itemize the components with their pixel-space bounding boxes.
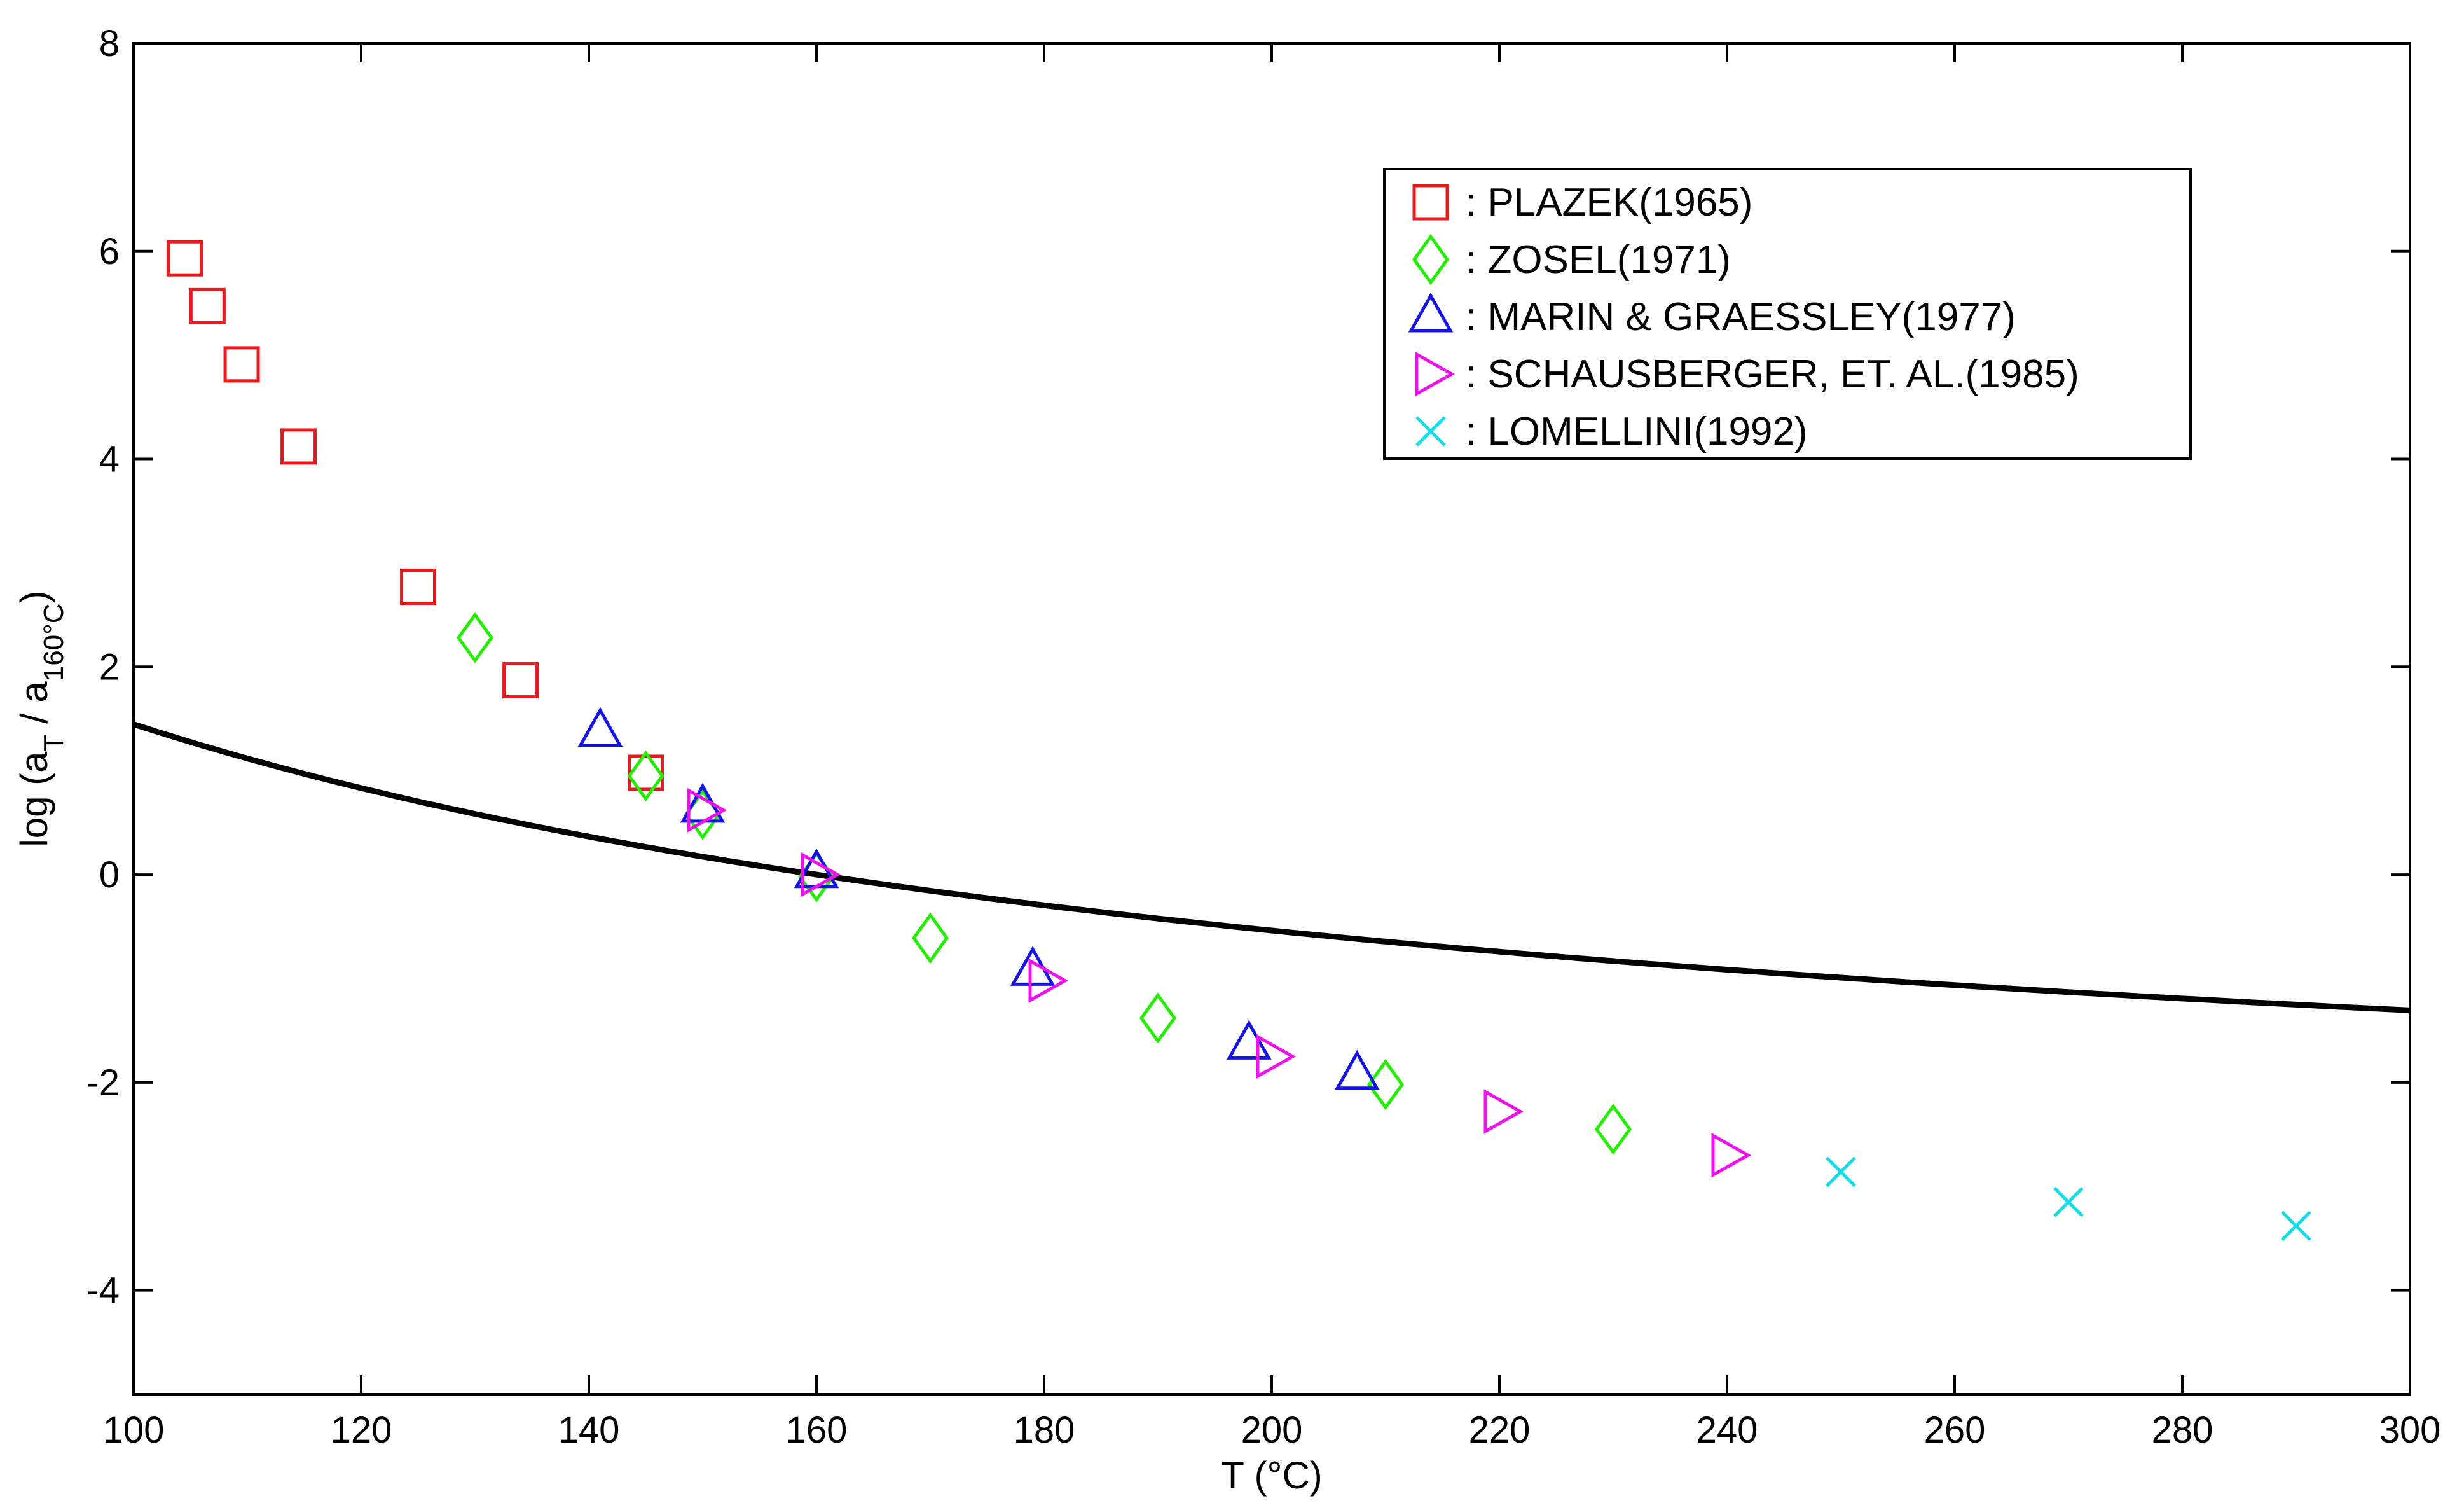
legend-symbol-diamond bbox=[1412, 233, 1450, 286]
x-tick-label: 280 bbox=[2152, 1410, 2213, 1451]
data-point-triangle-right bbox=[687, 787, 727, 833]
legend-symbol-triangle-up bbox=[1408, 292, 1454, 333]
data-point-square bbox=[502, 662, 539, 699]
x-tick-label: 140 bbox=[558, 1410, 620, 1451]
data-point-square bbox=[280, 428, 317, 465]
data-point-diamond bbox=[1139, 992, 1177, 1044]
legend-label: : PLAZEK(1965) bbox=[1466, 181, 1752, 225]
x-tick-labels: 100 120 140 160 180 200 220 240 260 280 300 bbox=[103, 1410, 2441, 1451]
legend-labels: : PLAZEK(1965) : ZOSEL(1971) : MARIN & GRA… bbox=[1466, 181, 2079, 454]
data-point-diamond bbox=[1366, 1058, 1405, 1111]
data-point-diamond bbox=[911, 912, 949, 964]
data-point-triangle-right bbox=[801, 852, 841, 897]
data-point-x bbox=[2281, 1210, 2311, 1242]
axis-ticks bbox=[132, 42, 2411, 1394]
y-tick-label: 4 bbox=[99, 439, 120, 480]
data-point-square bbox=[223, 346, 260, 383]
wlf-fit-curve bbox=[132, 721, 2411, 1013]
legend-label: : ZOSEL(1971) bbox=[1466, 238, 1731, 282]
data-point-square bbox=[167, 240, 203, 277]
x-tick-label: 160 bbox=[786, 1410, 848, 1451]
y-tick-labels: -4 -2 0 2 4 6 8 bbox=[86, 23, 120, 1312]
data-point-diamond bbox=[456, 612, 494, 663]
data-point-square bbox=[189, 287, 226, 324]
y-tick-label: 8 bbox=[99, 23, 120, 64]
y-tick-label: 6 bbox=[99, 231, 120, 272]
legend: : PLAZEK(1965) : ZOSEL(1971) : MARIN & GRA… bbox=[1383, 168, 2192, 460]
data-point-triangle-right bbox=[1711, 1132, 1752, 1178]
x-tick-label: 180 bbox=[1014, 1410, 1075, 1451]
legend-symbol-triangle-right bbox=[1415, 351, 1456, 397]
x-tick-label: 120 bbox=[331, 1410, 392, 1451]
y-axis-title: log (aT / a160°C) bbox=[13, 590, 69, 847]
y-tick-label: -2 bbox=[86, 1062, 120, 1104]
x-axis-title: T (°C) bbox=[1221, 1454, 1323, 1497]
y-tick-label: 2 bbox=[99, 646, 120, 688]
data-point-diamond bbox=[627, 750, 664, 802]
x-tick-label: 300 bbox=[2379, 1410, 2441, 1451]
x-tick-label: 240 bbox=[1697, 1410, 1758, 1451]
legend-label: : SCHAUSBERGER, ET. AL.(1985) bbox=[1466, 352, 2079, 396]
data-markers bbox=[167, 240, 2311, 1242]
data-point-triangle-up bbox=[577, 707, 623, 747]
x-tick-label: 260 bbox=[1924, 1410, 1986, 1451]
y-tick-label: 0 bbox=[99, 854, 120, 896]
x-tick-label: 100 bbox=[103, 1410, 165, 1451]
data-point-triangle-right bbox=[1256, 1034, 1297, 1079]
data-point-x bbox=[1826, 1156, 1856, 1188]
data-point-triangle-right bbox=[1483, 1089, 1524, 1134]
data-point-x bbox=[2053, 1186, 2084, 1217]
x-tick-label: 200 bbox=[1241, 1410, 1303, 1451]
y-tick-label: -4 bbox=[86, 1270, 120, 1312]
legend-box bbox=[1383, 168, 2192, 460]
data-point-triangle-right bbox=[1028, 958, 1069, 1004]
legend-symbols bbox=[1408, 184, 1456, 447]
legend-symbol-x bbox=[1415, 416, 1446, 447]
data-point-triangle-up bbox=[1010, 946, 1056, 986]
x-tick-label: 220 bbox=[1469, 1410, 1531, 1451]
legend-symbol-square bbox=[1412, 184, 1449, 221]
data-point-square bbox=[400, 569, 436, 606]
data-point-triangle-up bbox=[1334, 1049, 1380, 1090]
legend-label: : LOMELLINI(1992) bbox=[1466, 410, 1808, 454]
legend-label: : MARIN & GRAESSLEY(1977) bbox=[1466, 295, 2016, 339]
data-point-diamond bbox=[1594, 1104, 1632, 1155]
data-point-square bbox=[628, 754, 664, 791]
